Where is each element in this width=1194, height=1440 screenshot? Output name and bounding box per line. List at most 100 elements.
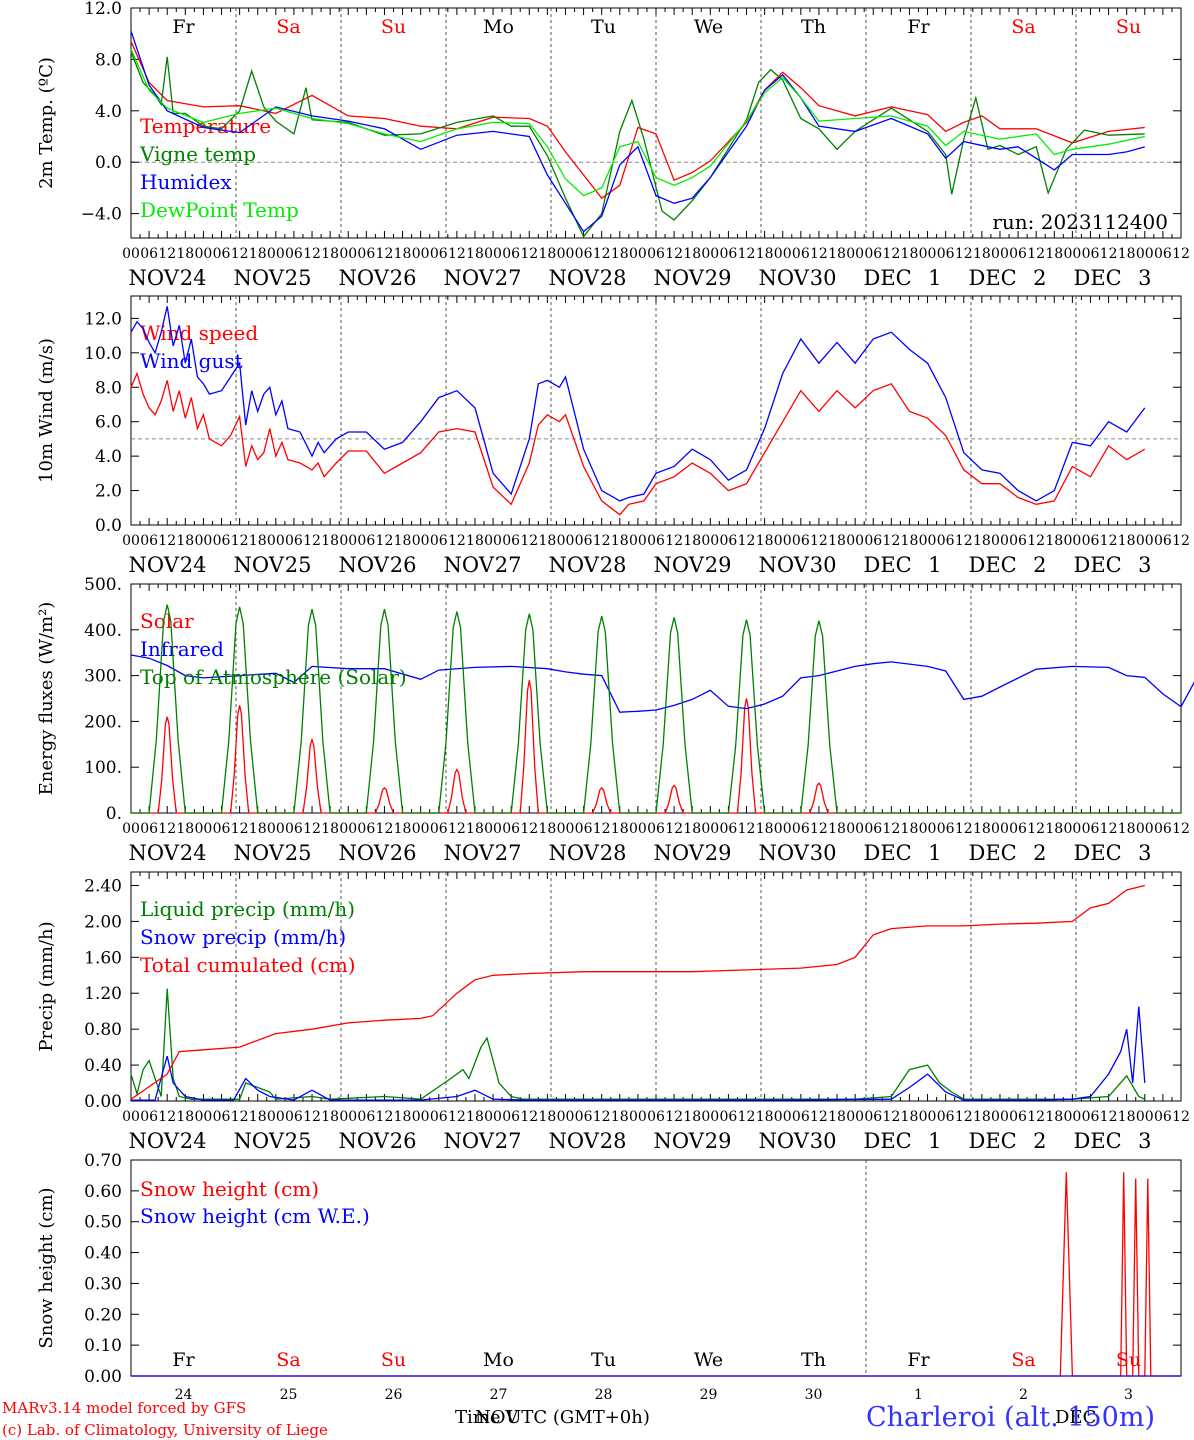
- hour-label: 06: [719, 533, 737, 549]
- hour-label: 00: [1063, 246, 1081, 262]
- hour-label: 18: [683, 533, 701, 549]
- legend-label-wind-speed: Wind speed: [140, 321, 258, 345]
- day-label: Fr: [172, 1349, 195, 1371]
- date-day-label: 26: [390, 266, 417, 290]
- month-overlay-nov: NOV: [475, 1407, 519, 1428]
- hour-label: 06: [357, 1109, 375, 1125]
- hour-label: 06: [502, 246, 520, 262]
- hour-label: 12: [810, 1109, 828, 1125]
- y-tick-label: 2.00: [84, 912, 122, 932]
- series-line-liquid-precip-mm-h: [130, 988, 1146, 1100]
- date-month-label: NOV: [129, 553, 180, 577]
- date-day-label: 28: [600, 553, 627, 577]
- y-axis-label: Energy fluxes (W/m²): [36, 602, 57, 796]
- series-line-total-cumulated-cm: [130, 884, 1145, 1100]
- hour-label: 18: [973, 246, 991, 262]
- panel-3: 0. 100. 200. 300. 400. 500. Energy fluxes (W/m…: [36, 575, 1194, 865]
- y-tick-label: 0.20: [84, 1305, 122, 1325]
- y-tick-label: 10.0: [84, 344, 122, 364]
- hour-label: 18: [828, 1109, 846, 1125]
- date-day-label: 28: [600, 1129, 627, 1153]
- hour-label: 12: [520, 1109, 538, 1125]
- series-line-top-of-atmosphere-solar: [131, 604, 1181, 814]
- y-tick-label: 6.0: [95, 413, 122, 433]
- hour-label: 18: [249, 246, 267, 262]
- date-day-label: 28: [600, 266, 627, 290]
- hour-label: 06: [864, 246, 882, 262]
- day-label: Mo: [483, 1349, 514, 1371]
- hour-label: 06: [1154, 821, 1172, 837]
- hour-label: 00: [194, 821, 212, 837]
- hour-label: 06: [719, 821, 737, 837]
- y-tick-label: 0.0: [95, 153, 122, 173]
- hour-label: 00: [122, 533, 140, 549]
- date-month-label: DEC: [969, 553, 1017, 577]
- day-number-label: 28: [595, 1387, 613, 1403]
- hour-label: 12: [303, 533, 321, 549]
- day-number-label: 29: [700, 1387, 718, 1403]
- series-line-humidex: [130, 30, 1145, 233]
- series-line-snow-height-cm: [131, 1172, 1181, 1377]
- hour-label: 12: [955, 533, 973, 549]
- hour-label: 00: [629, 246, 647, 262]
- hour-label: 12: [303, 821, 321, 837]
- hour-label: 12: [882, 1109, 900, 1125]
- date-day-label: 24: [180, 266, 207, 290]
- hour-label: 12: [955, 246, 973, 262]
- date-month-label: DEC: [969, 1129, 1017, 1153]
- month-overlay-dec: DEC: [1055, 1407, 1096, 1428]
- hour-label: 12: [810, 533, 828, 549]
- hour-label: 06: [285, 1109, 303, 1125]
- hour-label: 06: [647, 821, 665, 837]
- y-tick-label: 8.0: [95, 378, 122, 398]
- hour-label: 06: [430, 821, 448, 837]
- hour-label: 06: [502, 1109, 520, 1125]
- y-tick-label: 4.0: [95, 102, 122, 122]
- hour-label: 18: [176, 246, 194, 262]
- hour-label: 18: [683, 821, 701, 837]
- hour-label: 18: [1118, 821, 1136, 837]
- hour-label: 18: [901, 533, 919, 549]
- hour-label: 06: [864, 1109, 882, 1125]
- hour-label: 00: [484, 821, 502, 837]
- hour-label: 12: [1172, 821, 1190, 837]
- date-day-label: 27: [495, 1129, 522, 1153]
- hour-label: 00: [557, 533, 575, 549]
- day-label: Fr: [907, 16, 930, 38]
- day-label: Mo: [483, 16, 514, 38]
- hour-label: 18: [611, 1109, 629, 1125]
- y-tick-label: 0.40: [84, 1244, 122, 1264]
- hour-label: 18: [683, 246, 701, 262]
- hour-label: 12: [1027, 1109, 1045, 1125]
- hour-label: 00: [339, 821, 357, 837]
- date-day-label: 3: [1138, 266, 1151, 290]
- hour-label: 18: [756, 1109, 774, 1125]
- hour-label: 18: [466, 1109, 484, 1125]
- hour-label: 06: [792, 246, 810, 262]
- date-month-label: DEC: [864, 841, 912, 865]
- hour-label: 12: [1027, 246, 1045, 262]
- day-label: Su: [1116, 16, 1141, 38]
- hour-label: 06: [1082, 1109, 1100, 1125]
- hour-label: 00: [919, 533, 937, 549]
- y-tick-label: 0.00: [84, 1367, 122, 1387]
- hour-label: 18: [973, 533, 991, 549]
- hour-label: 18: [321, 1109, 339, 1125]
- hour-label: 00: [1063, 533, 1081, 549]
- date-month-label: NOV: [654, 553, 705, 577]
- y-tick-label: 200.: [84, 712, 122, 732]
- legend-label-snow-precip-mm-h: Snow precip (mm/h): [140, 925, 346, 949]
- hour-label: 00: [1063, 1109, 1081, 1125]
- day-label: We: [694, 1349, 723, 1371]
- hour-label: 00: [991, 1109, 1009, 1125]
- y-axis-label: Precip (mm/h): [36, 921, 57, 1051]
- hour-label: 00: [267, 246, 285, 262]
- legend-label-infrared: Infrared: [140, 637, 224, 661]
- hour-label: 00: [991, 246, 1009, 262]
- date-day-label: 1: [928, 266, 941, 290]
- date-day-label: 24: [180, 1129, 207, 1153]
- hour-label: 06: [864, 533, 882, 549]
- date-month-label: DEC: [1074, 266, 1122, 290]
- panel-1: 12.0 8.0 4.0 0.0 −4.0 2m Temp. (ºC) Fr Sa Su Mo Tu…: [36, 0, 1190, 290]
